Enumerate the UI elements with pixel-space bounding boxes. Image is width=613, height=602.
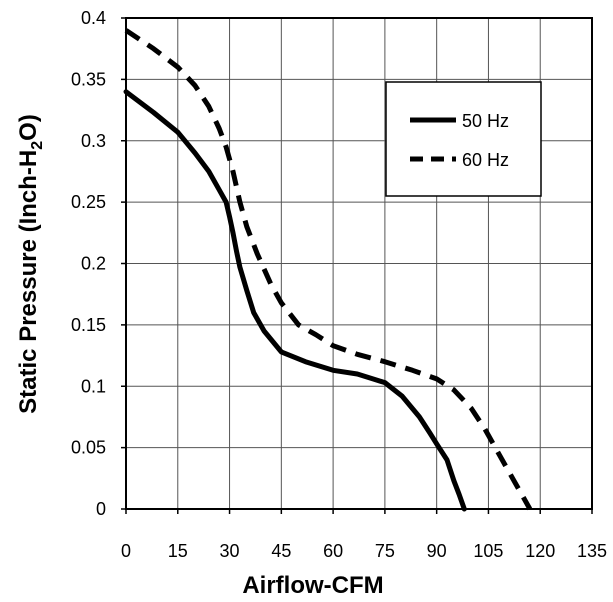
x-tick-label: 120 (525, 541, 555, 561)
tick-marks (121, 17, 593, 514)
x-tick-label: 30 (220, 541, 240, 561)
y-tick-label: 0.25 (71, 192, 106, 212)
legend-box (385, 81, 542, 197)
series-layer (123, 28, 533, 512)
y-tick-label: 0.2 (81, 254, 106, 274)
legend-label-60hz: 60 Hz (462, 150, 509, 170)
series-line-50hz (123, 89, 467, 512)
y-tick-labels: 0 0.05 0.1 0.15 0.2 0.25 0.3 0.35 0.4 (71, 8, 106, 519)
x-tick-label: 75 (375, 541, 395, 561)
y-tick-label: 0.1 (81, 376, 106, 396)
y-axis-title-main: Static Pressure (Inch-H (15, 150, 42, 414)
x-tick-label: 45 (271, 541, 291, 561)
series-line-60hz (124, 28, 533, 511)
y-axis-title-subscript: 2 (29, 141, 46, 150)
y-tick-label: 0.4 (81, 8, 106, 28)
x-tick-label: 90 (427, 541, 447, 561)
legend-label-50hz: 50 Hz (462, 111, 509, 131)
x-tick-label: 135 (577, 541, 607, 561)
x-tick-labels: 0 15 30 45 60 75 90 105 120 135 (121, 541, 607, 561)
x-axis-title: Airflow-CFM (242, 572, 383, 599)
y-tick-label: 0.3 (81, 131, 106, 151)
y-tick-label: 0 (96, 499, 106, 519)
y-tick-label: 0.35 (71, 69, 106, 89)
y-tick-label: 0.15 (71, 315, 106, 335)
x-tick-label: 60 (323, 541, 343, 561)
y-tick-label: 0.05 (71, 438, 106, 458)
x-tick-label: 0 (121, 541, 131, 561)
y-axis-title-end: O) (15, 114, 42, 141)
x-tick-label: 15 (168, 541, 188, 561)
legend: 50 Hz 60 Hz (385, 81, 542, 197)
x-tick-label: 105 (473, 541, 503, 561)
y-axis-title: Static Pressure (Inch-H2O) (15, 114, 46, 414)
